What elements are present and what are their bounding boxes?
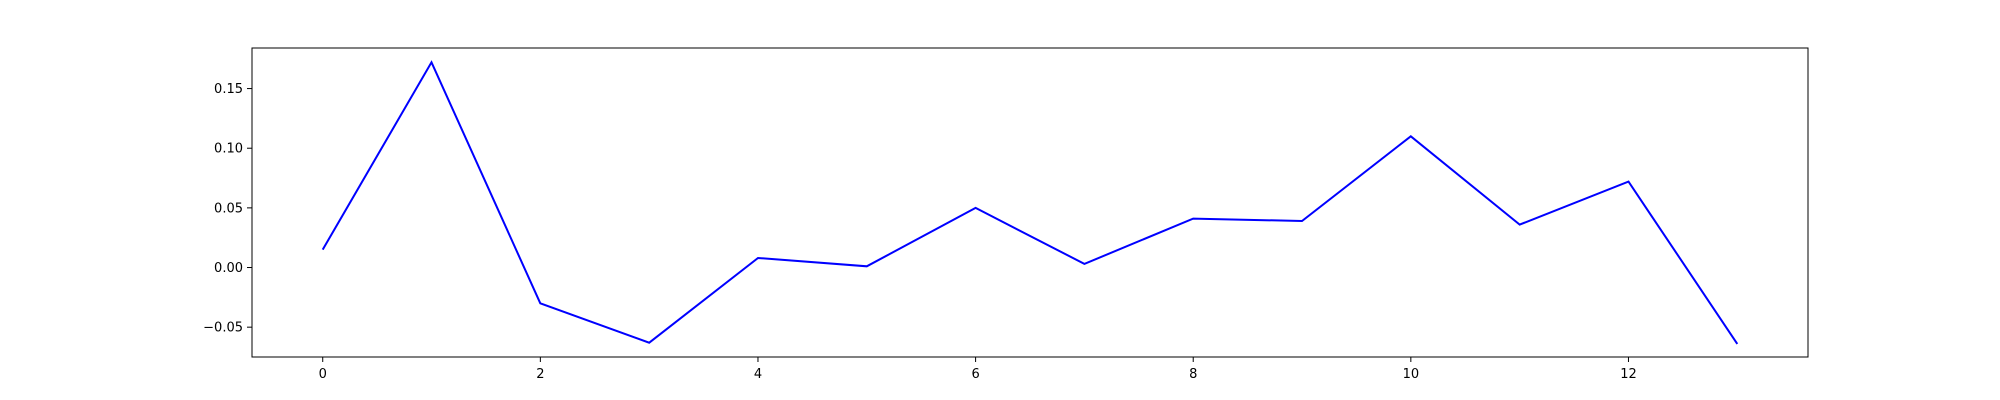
x-tick-label: 6 [971, 367, 979, 382]
series-layer [321, 60, 1739, 345]
y-tick-label: 0.10 [214, 142, 243, 157]
x-tick-label: 8 [1189, 367, 1197, 382]
y-tick-label: 0.15 [214, 82, 243, 97]
series-line [321, 60, 1739, 345]
y-tick-label: 0.05 [214, 201, 243, 216]
y-axis: −0.05 0.00 0.05 0.10 0.15 [203, 82, 252, 336]
x-axis: 0 2 4 6 8 10 12 [319, 357, 1637, 382]
x-tick-label: 2 [536, 367, 544, 382]
plot-area-frame [251, 47, 1809, 358]
x-tick-label: 0 [319, 367, 327, 382]
y-tick-label: 0.00 [214, 261, 243, 276]
y-tick-label: −0.05 [203, 321, 243, 336]
x-tick-label: 12 [1620, 367, 1637, 382]
x-tick-label: 4 [754, 367, 762, 382]
x-tick-label: 10 [1403, 367, 1420, 382]
